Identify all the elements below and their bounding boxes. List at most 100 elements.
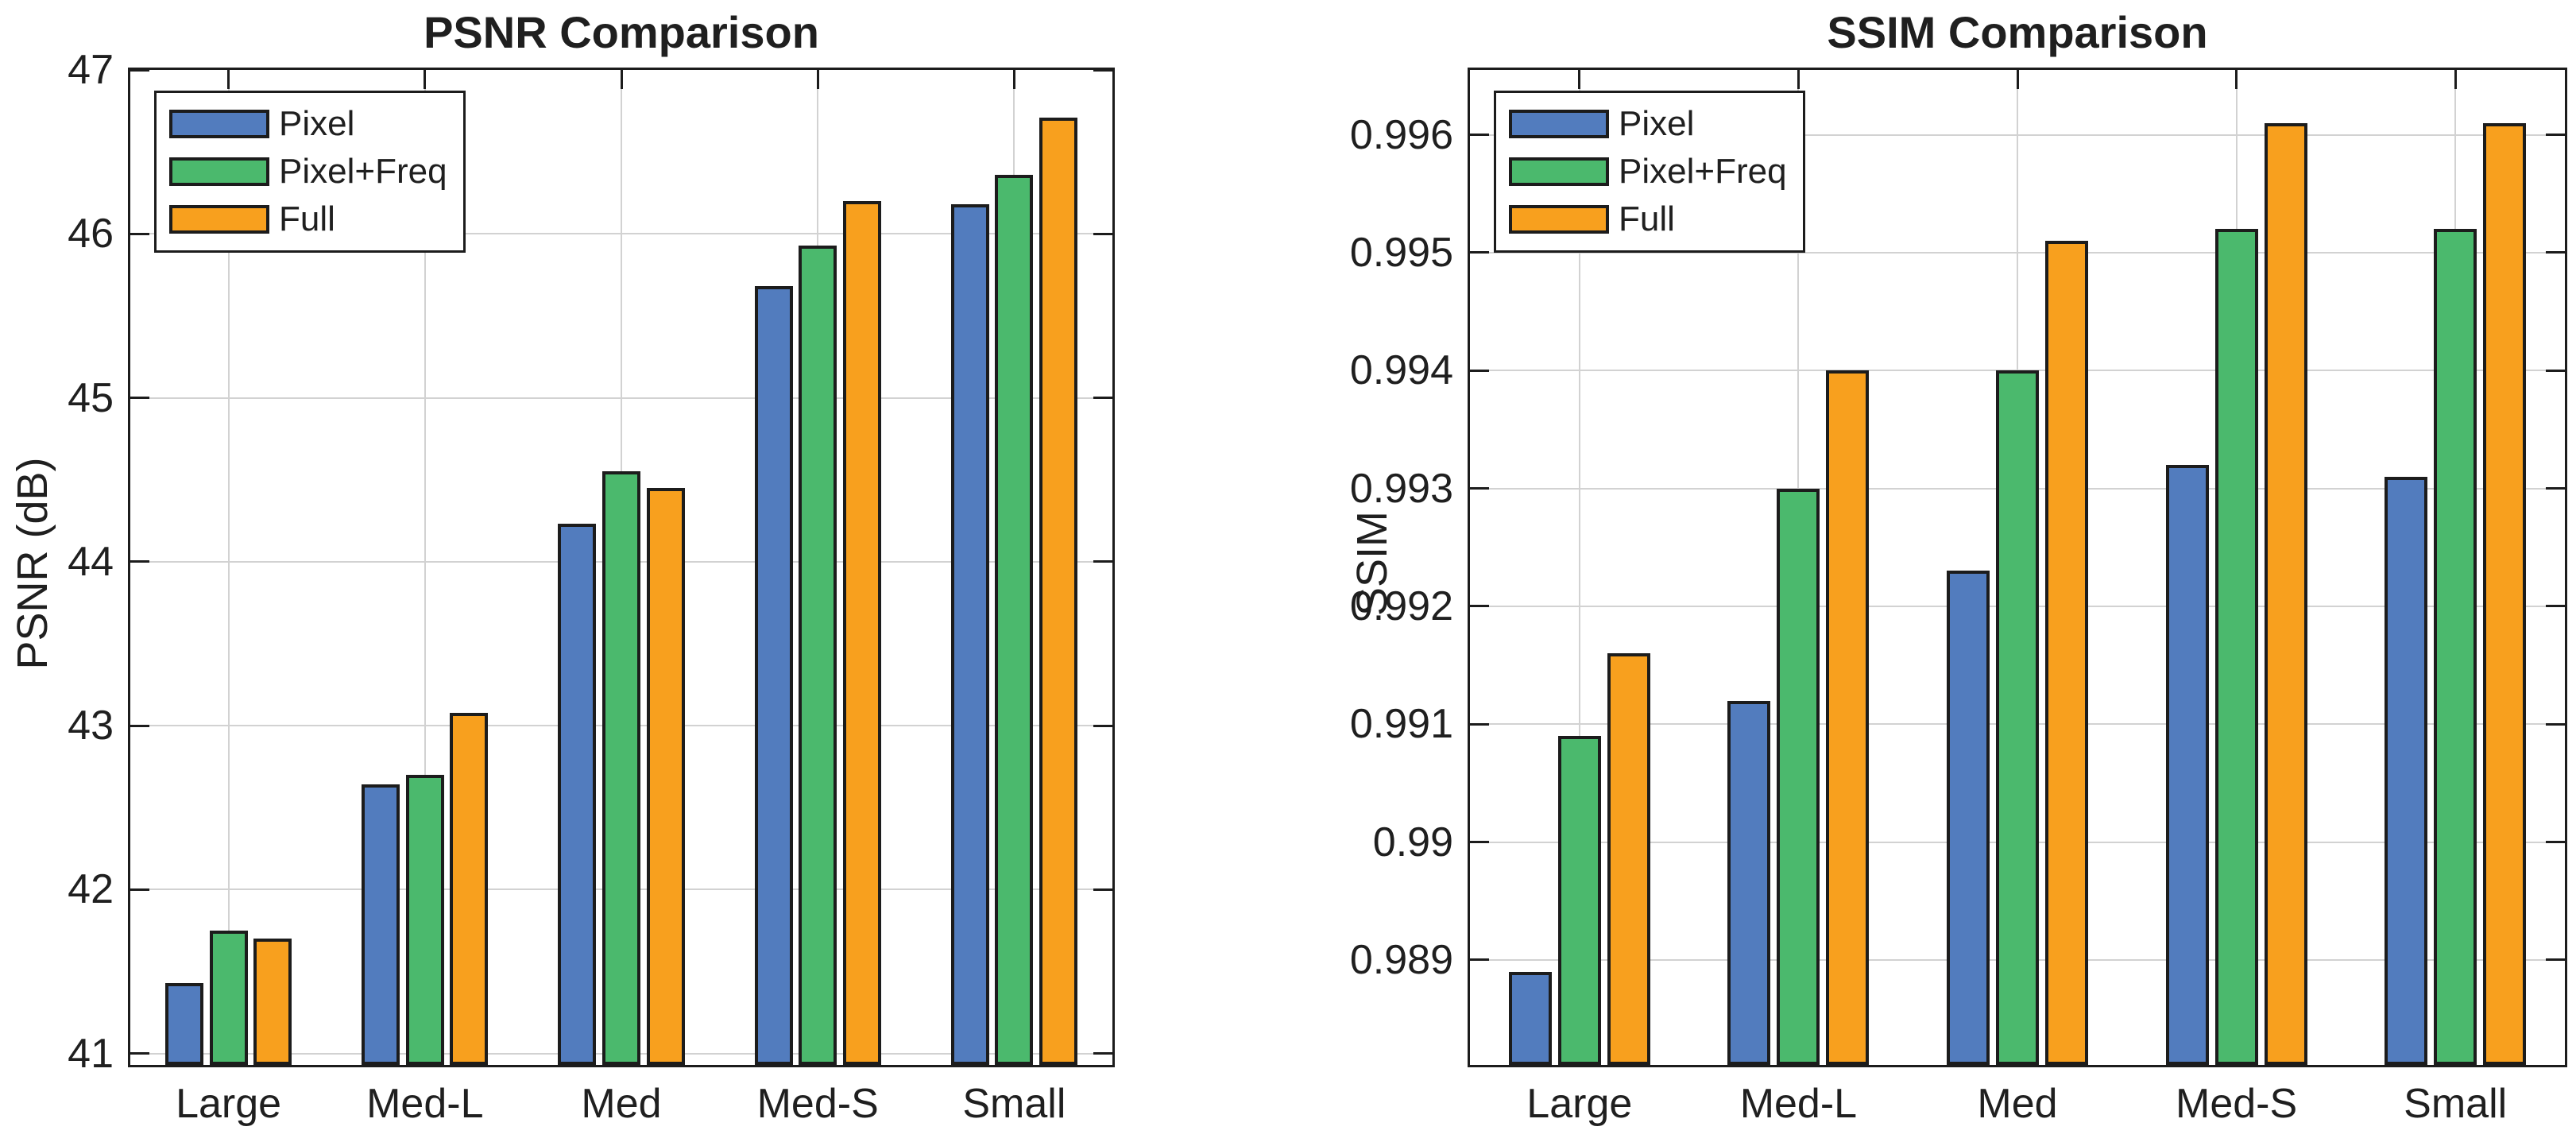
y-tick-right [1093, 68, 1112, 72]
y-tick-right [2546, 958, 2565, 962]
y-tick-label: 0.991 [1349, 701, 1453, 748]
bar-large-pixel-freq [1557, 736, 1601, 1065]
h-gridline [130, 233, 1112, 235]
y-tick-left [1470, 369, 1489, 372]
bar-med-pixel-freq [602, 471, 640, 1065]
legend-swatch-icon [169, 157, 269, 186]
legend: Pixel Pixel+Freq Full [1494, 91, 1805, 253]
bar-small-pixel [2385, 476, 2428, 1065]
bar-small-pixel-freq [995, 175, 1034, 1065]
x-tick-bottom [227, 1046, 230, 1065]
bar-med-full [646, 487, 685, 1065]
h-gridline [130, 560, 1112, 563]
h-gridline [1470, 841, 2565, 843]
legend-label: Pixel+Freq [279, 152, 447, 191]
y-tick-label: 43 [68, 703, 114, 749]
bar-med-s-full [842, 201, 881, 1065]
y-tick-left [130, 560, 149, 563]
legend-row: Full [1509, 199, 1787, 239]
x-tick-label-small: Small [962, 1081, 1066, 1127]
v-gridline [817, 70, 819, 1065]
x-tick-bottom [1012, 1046, 1015, 1065]
y-tick-label: 47 [68, 47, 114, 93]
h-gridline [1470, 251, 2565, 254]
x-tick-label-med-l: Med-L [1739, 1081, 1858, 1127]
bar-med-l-pixel [362, 784, 400, 1065]
ssim-y-axis-label: SSIM [1348, 510, 1396, 617]
legend-label: Full [1619, 199, 1675, 238]
legend-label: Full [279, 199, 335, 238]
x-tick-label-large: Large [176, 1081, 282, 1127]
x-tick-label-small: Small [2404, 1081, 2508, 1127]
x-tick-top [424, 70, 427, 89]
psnr-y-axis-label: PSNR (dB) [9, 457, 56, 670]
bar-med-l-pixel-freq [405, 774, 444, 1065]
y-tick-label: 0.994 [1349, 347, 1453, 394]
y-tick-left [1470, 487, 1489, 490]
bar-med-l-pixel [1727, 700, 1771, 1065]
y-tick-right [1093, 560, 1112, 563]
v-gridline [424, 70, 426, 1065]
y-tick-right [1093, 888, 1112, 891]
x-tick-bottom [2454, 1046, 2457, 1065]
y-tick-label: 0.992 [1349, 583, 1453, 629]
h-gridline [1470, 370, 2565, 372]
ssim-plot-area: Pixel Pixel+Freq Full [1468, 68, 2567, 1067]
y-tick-left [130, 1052, 149, 1055]
legend-row: Pixel+Freq [1509, 152, 1787, 192]
legend-swatch-icon [1509, 110, 1609, 138]
v-gridline [1578, 70, 1580, 1065]
h-gridline [1470, 723, 2565, 726]
x-tick-top [1578, 70, 1581, 89]
y-tick-left [130, 68, 149, 72]
y-tick-label: 41 [68, 1030, 114, 1077]
legend-swatch-icon [169, 110, 269, 138]
y-tick-right [1093, 232, 1112, 235]
h-gridline [130, 725, 1112, 727]
legend-row: Full [169, 199, 447, 239]
legend-label: Pixel [279, 104, 355, 143]
x-tick-label-med: Med [581, 1081, 662, 1127]
y-tick-left [1470, 841, 1489, 844]
legend-swatch-icon [169, 205, 269, 234]
v-gridline [227, 70, 230, 1065]
bar-large-pixel-freq [209, 930, 248, 1065]
legend-row: Pixel [1509, 104, 1787, 144]
h-gridline [1470, 605, 2565, 607]
bar-med-s-pixel [2165, 464, 2209, 1065]
y-tick-right [2546, 134, 2565, 137]
y-tick-left [130, 888, 149, 891]
bar-med-pixel [1946, 571, 1990, 1065]
y-tick-right [2546, 487, 2565, 490]
x-tick-top [227, 70, 230, 89]
y-tick-label: 44 [68, 538, 114, 585]
y-tick-label: 0.995 [1349, 229, 1453, 276]
x-tick-label-large: Large [1526, 1081, 1633, 1127]
y-tick-label: 0.993 [1349, 465, 1453, 512]
x-tick-bottom [424, 1046, 427, 1065]
bar-med-s-full [2264, 122, 2307, 1065]
y-tick-right [2546, 722, 2565, 726]
psnr-chart-title: PSNR Comparison [424, 7, 819, 57]
y-tick-right [1093, 724, 1112, 727]
bar-large-full [253, 939, 292, 1065]
v-gridline [2454, 70, 2457, 1065]
bar-med-l-pixel-freq [1777, 488, 1820, 1065]
legend-label: Pixel+Freq [1619, 152, 1787, 191]
y-tick-right [2546, 369, 2565, 372]
y-tick-label: 45 [68, 374, 114, 421]
y-tick-label: 0.989 [1349, 936, 1453, 983]
bar-small-pixel [950, 204, 989, 1065]
x-tick-label-med: Med [1977, 1081, 2058, 1127]
legend: Pixel Pixel+Freq Full [154, 91, 466, 253]
h-gridline [1470, 958, 2565, 961]
x-tick-bottom [2235, 1046, 2238, 1065]
bar-med-s-pixel-freq [799, 245, 837, 1065]
y-tick-left [1470, 722, 1489, 726]
bar-large-pixel [164, 982, 203, 1065]
y-tick-left [1470, 134, 1489, 137]
x-tick-top [1797, 70, 1800, 89]
h-gridline [130, 888, 1112, 891]
